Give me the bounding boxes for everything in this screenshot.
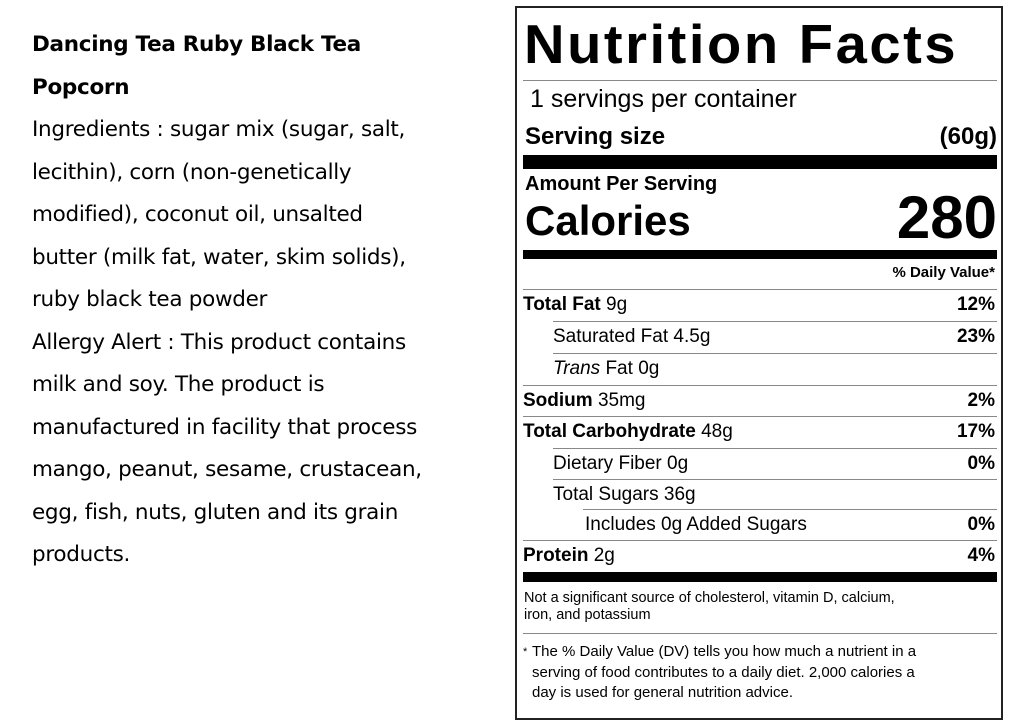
nutrient-row-total-sugars: Total Sugars 36g — [553, 479, 997, 510]
text-line: egg, fish, nuts, gluten and its grain — [32, 499, 399, 525]
nutrient-amount: 48g — [701, 421, 733, 442]
divider — [583, 509, 997, 510]
nutrient-dv: 12% — [956, 294, 995, 315]
nutrient-row-saturated-fat: Saturated Fat 4.5g 23% — [553, 321, 997, 352]
serving-size-label: Serving size — [525, 123, 666, 150]
nutrient-label: Includes 0g Added Sugars — [585, 514, 807, 535]
text-line: butter (milk fat, water, skim solids), — [32, 244, 406, 270]
text-line: Allergy Alert : This product contains — [32, 329, 406, 355]
thick-divider — [523, 572, 997, 582]
nutrient-label-italic: Trans — [553, 358, 601, 379]
thick-divider — [523, 155, 997, 169]
note-line: Not a significant source of cholesterol,… — [524, 590, 895, 606]
text-line: ruby black tea powder — [32, 287, 268, 312]
divider — [523, 540, 997, 541]
nutrient-row-dietary-fiber: Dietary Fiber 0g 0% — [553, 448, 997, 479]
calories-label: Calories — [525, 197, 691, 244]
nutrient-label: Saturated Fat — [553, 326, 669, 347]
divider — [523, 289, 997, 290]
text-line: Ingredients : sugar mix (sugar, salt, — [32, 117, 406, 142]
divider — [553, 353, 997, 354]
nutrient-label: Protein — [523, 545, 589, 566]
not-significant-note: Not a significant source of cholesterol,… — [524, 590, 895, 624]
nutrient-amount: 0g — [667, 453, 689, 474]
nutrient-label: Sodium — [523, 390, 593, 411]
divider — [523, 416, 997, 417]
nutrient-amount: 36g — [663, 484, 696, 505]
daily-value-header: % Daily Value* — [892, 264, 995, 281]
nutrient-row-total-fat: Total Fat 9g 12% — [523, 289, 997, 320]
nutrient-dv: 4% — [967, 545, 995, 566]
nutrient-amount: 4.5g — [673, 326, 711, 347]
divider — [553, 448, 997, 449]
nutrient-amount: 2g — [593, 545, 615, 566]
nutrient-dv: 2% — [967, 390, 995, 411]
footnote-line: The % Daily Value (DV) tells you how muc… — [532, 643, 917, 660]
calories-value: 280 — [896, 184, 997, 251]
nutrient-label: Total Fat — [523, 294, 601, 315]
servings-per-container: 1 servings per container — [530, 85, 797, 113]
nutrient-row-trans-fat: Trans Fat 0g — [553, 353, 997, 384]
nutrient-amount: 0g — [638, 358, 660, 379]
divider — [523, 385, 997, 386]
text-line: lecithin), corn (non-genetically — [32, 159, 352, 185]
amount-per-serving: Amount Per Serving — [525, 173, 718, 195]
nutrient-label: Total Carbohydrate — [523, 421, 696, 442]
footnote-line: day is used for general nutrition advice… — [532, 684, 793, 701]
nutrient-row-sodium: Sodium 35mg 2% — [523, 385, 997, 416]
product-description: Dancing Tea Ruby Black Tea Popcorn Ingre… — [32, 24, 422, 577]
footnote-star: * — [523, 646, 528, 658]
text-line: milk and soy. The product is — [32, 372, 325, 397]
nutrient-amount: 9g — [606, 294, 628, 315]
product-title-line: Popcorn — [32, 74, 130, 100]
divider — [523, 80, 997, 81]
nutrition-facts-label: Nutrition Facts 1 servings per container… — [515, 6, 1003, 720]
product-title-line: Dancing Tea Ruby Black Tea — [32, 32, 361, 57]
nutrient-dv: 17% — [956, 421, 995, 442]
footnote-line: serving of food contributes to a daily d… — [532, 663, 915, 681]
nutrient-dv: 0% — [967, 514, 995, 535]
text-line: manufactured in facility that process — [32, 414, 417, 440]
text-line: modified), coconut oil, unsalted — [32, 202, 363, 227]
nutrient-row-total-carbohydrate: Total Carbohydrate 48g 17% — [523, 416, 997, 447]
serving-size-value: (60g) — [939, 123, 997, 150]
nutrient-dv: 23% — [956, 326, 995, 347]
label-title: Nutrition Facts — [524, 13, 959, 75]
nutrient-row-added-sugars: Includes 0g Added Sugars 0% — [585, 509, 997, 540]
divider — [553, 321, 997, 322]
nutrient-label: Dietary Fiber — [553, 453, 662, 474]
nutrient-dv: 0% — [967, 453, 995, 474]
note-line: iron, and potassium — [524, 607, 651, 623]
nutrient-label: Total Sugars — [553, 484, 659, 505]
medium-divider — [523, 250, 997, 259]
text-line: products. — [32, 542, 131, 567]
divider — [553, 479, 997, 480]
text-line: mango, peanut, sesame, crustacean, — [32, 457, 422, 482]
nutrient-row-protein: Protein 2g 4% — [523, 540, 997, 571]
daily-value-footnote: The % Daily Value (DV) tells you how muc… — [532, 642, 916, 704]
nutrient-amount: 35mg — [597, 390, 646, 411]
nutrient-label: Fat — [605, 358, 633, 379]
divider — [523, 633, 997, 634]
